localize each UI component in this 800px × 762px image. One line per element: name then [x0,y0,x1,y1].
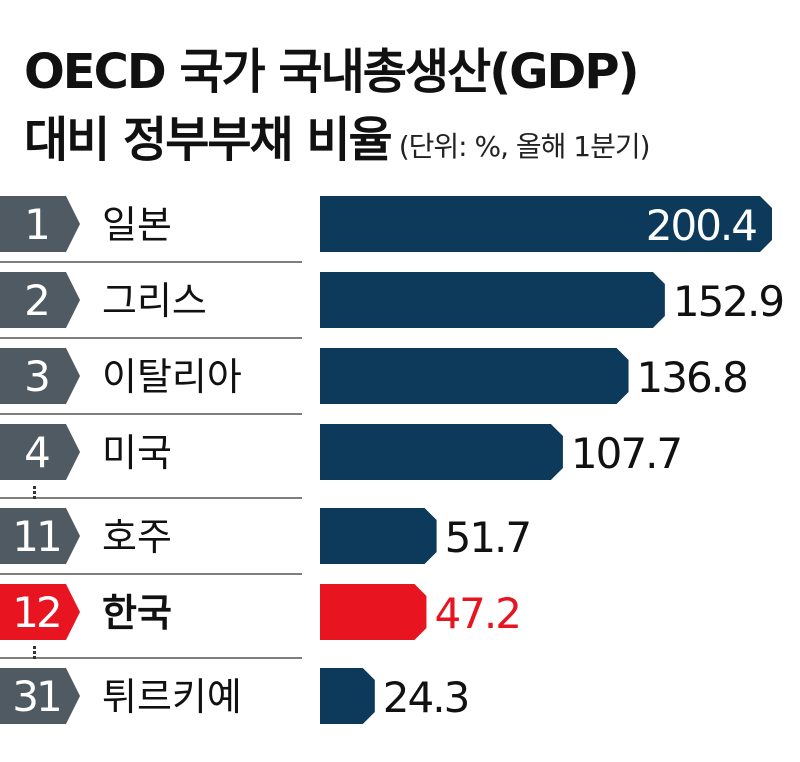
unit-note: (단위: %, 올해 1분기) [398,130,651,163]
rank-label: 3 [24,352,48,401]
value-label: 47.2 [434,589,520,638]
bar [320,584,427,640]
chart-title: OECD 국가 국내총생산(GDP) 대비 정부부채 비율 (단위: %, 올해 … [24,38,651,181]
country-label: 호주 [102,515,172,559]
ellipsis-marker [33,486,36,499]
bar [320,348,629,404]
country-label: 튀르키예 [102,675,242,719]
rank-badge [0,272,80,328]
rank-label: 1 [24,200,48,249]
rank-label: 12 [12,588,59,637]
rank-label: 4 [24,428,49,477]
rank-badge [0,424,80,480]
value-label: 24.3 [383,673,469,722]
country-label: 미국 [102,431,172,475]
rank-badge [0,668,80,724]
rank-badge [0,508,80,564]
rank-label: 11 [12,512,59,561]
rank-badge [0,348,80,404]
bar [320,508,437,564]
value-label: 51.7 [445,513,531,562]
rank-badge [0,196,80,252]
title-line-2-text: 대비 정부부채 비율 [24,112,393,168]
country-label: 이탈리아 [102,355,242,399]
value-label: 107.7 [571,429,681,478]
country-label: 일본 [102,203,172,247]
ellipsis-marker [33,646,36,659]
bar [320,272,665,328]
country-label: 그리스 [102,279,207,323]
rank-label: 31 [12,672,59,721]
bar [320,668,375,724]
rank-label: 2 [24,276,48,325]
title-line-2: 대비 정부부채 비율 (단위: %, 올해 1분기) [24,106,651,181]
country-label: 한국 [102,591,172,635]
title-line-1: OECD 국가 국내총생산(GDP) [24,44,640,100]
value-label: 136.8 [637,353,747,402]
bar [320,424,563,480]
value-label: 152.9 [673,277,783,326]
rank-badge [0,584,80,640]
value-label: 200.4 [646,201,757,250]
bar [320,196,772,252]
